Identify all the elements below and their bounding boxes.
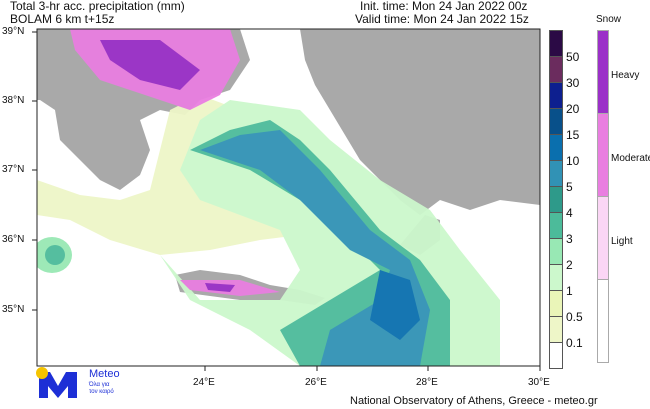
colorbar-level-label: 15 (566, 128, 580, 142)
colorbar-swatch (549, 290, 563, 317)
valid-time: Valid time: Mon 24 Jan 2022 15z (355, 12, 529, 26)
colorbar-swatch (549, 264, 563, 291)
colorbar-level-label: 0.5 (566, 310, 583, 324)
colorbar-swatch (549, 186, 563, 213)
snow-level-label: Light (611, 236, 633, 247)
snow-swatch (597, 30, 609, 114)
map-title: Total 3-hr acc. precipitation (mm) (10, 0, 185, 13)
precipitation-field (37, 29, 500, 366)
colorbar-swatch (549, 238, 563, 265)
snow-legend-title: Snow (596, 14, 622, 25)
colorbar-swatch (549, 316, 563, 343)
colorbar-swatch (549, 134, 563, 161)
colorbar-level-label: 30 (566, 76, 580, 90)
lat-label: 36°N (2, 234, 25, 245)
colorbar-level-label: 10 (566, 154, 580, 168)
colorbar-swatch (549, 342, 563, 369)
footer-credit: National Observatory of Athens, Greece -… (350, 395, 598, 407)
colorbar-swatch (549, 108, 563, 135)
colorbar-swatch (549, 56, 563, 83)
logo-tagline: Όλα για (89, 382, 110, 388)
snow-level-label: Heavy (611, 70, 640, 81)
colorbar-swatch (549, 30, 563, 57)
snow-level-label: Moderate (611, 153, 650, 164)
lon-label: 26°E (305, 377, 327, 388)
model-label: BOLAM 6 km t+15z (10, 12, 115, 26)
colorbar-level-label: 4 (566, 206, 573, 220)
colorbar-swatch (549, 160, 563, 187)
colorbar-swatch (549, 212, 563, 239)
lon-label: 28°E (416, 377, 438, 388)
colorbar-level-label: 2 (566, 258, 573, 272)
colorbar-swatch (549, 82, 563, 109)
init-time: Init. time: Mon 24 Jan 2022 00z (360, 0, 528, 13)
colorbar-level-label: 50 (566, 50, 580, 64)
snow-swatch (597, 279, 609, 363)
lat-label: 35°N (2, 304, 25, 315)
lat-label: 39°N (2, 26, 25, 37)
lon-label: 24°E (193, 377, 215, 388)
snow-swatch (597, 196, 609, 280)
colorbar-level-label: 0.1 (566, 336, 583, 350)
colorbar-level-label: 3 (566, 232, 573, 246)
lon-label: 30°E (528, 377, 550, 388)
colorbar-level-label: 1 (566, 284, 573, 298)
snow-swatch (597, 113, 609, 197)
lat-label: 37°N (2, 164, 25, 175)
colorbar-level-label: 20 (566, 102, 580, 116)
logo-tagline: τον καιρό (89, 389, 114, 395)
logo-name: Meteo (89, 368, 120, 380)
lat-label: 38°N (2, 95, 25, 106)
colorbar-level-label: 5 (566, 180, 573, 194)
